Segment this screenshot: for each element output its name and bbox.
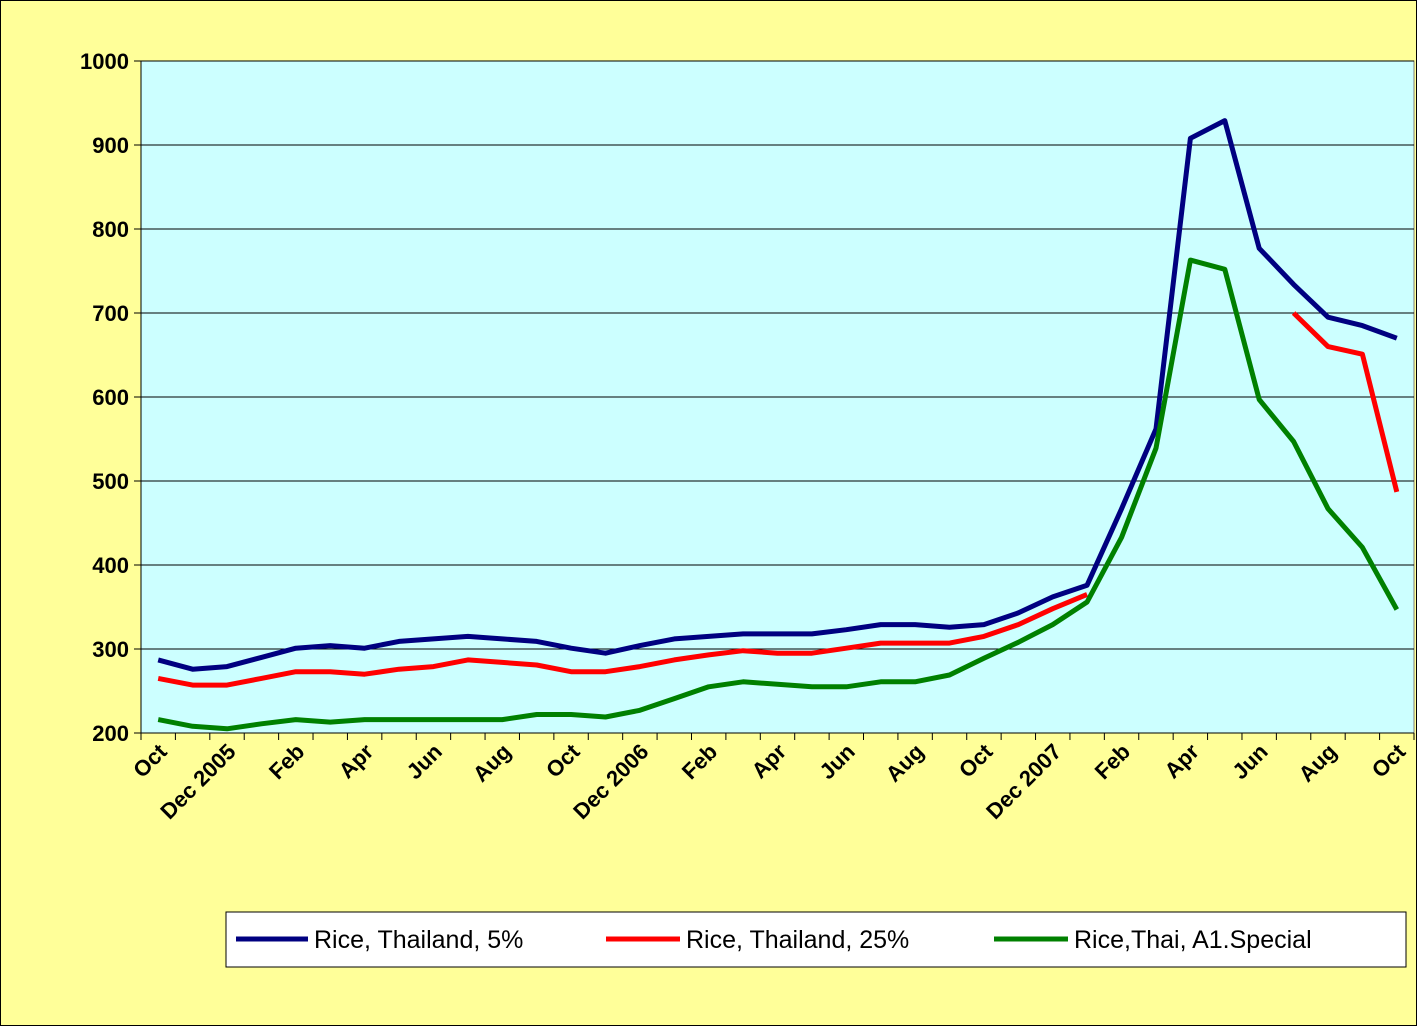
y-tick-label-400: 400 <box>92 553 129 578</box>
x-tick-label: Dec 2005 <box>155 739 240 824</box>
x-tick-label: Apr <box>1159 739 1204 784</box>
legend-label-series-2: Rice, Thailand, 25% <box>686 926 909 954</box>
x-tick-label: Feb <box>677 739 722 784</box>
x-tick-label: Dec 2006 <box>568 739 653 824</box>
x-tick-label: Feb <box>264 739 309 784</box>
x-tick-label: Aug <box>1294 739 1342 787</box>
x-tick-label: Oct <box>541 738 585 782</box>
y-tick-label-300: 300 <box>92 637 129 662</box>
y-tick-label-500: 500 <box>92 469 129 494</box>
legend-label-series-3: Rice,Thai, A1.Special <box>1074 926 1312 954</box>
legend-box <box>225 911 1407 968</box>
x-tick-label: Feb <box>1090 739 1135 784</box>
y-tick-label-600: 600 <box>92 385 129 410</box>
x-tick-label: Apr <box>334 739 379 784</box>
x-tick-label: Oct <box>954 738 998 782</box>
legend-label-series-1: Rice, Thailand, 5% <box>314 926 523 954</box>
y-tick-label-700: 700 <box>92 301 129 326</box>
x-tick-label: Oct <box>128 738 172 782</box>
legend: Rice, Thailand, 5% Rice, Thailand, 25% R… <box>225 911 1407 968</box>
series-line-1 <box>157 118 1398 672</box>
x-tick-label: Oct <box>1367 738 1411 782</box>
x-tick-label: Aug <box>881 739 929 787</box>
x-tick-label: Jun <box>402 739 447 784</box>
y-tick-label-800: 800 <box>92 217 129 242</box>
x-tick-label: Jun <box>1227 739 1272 784</box>
x-tick-label: Jun <box>815 739 860 784</box>
x-tick-label: Aug <box>468 739 516 787</box>
y-axis-ticks: 200 300 400 500 600 700 800 900 1000 <box>80 49 141 746</box>
series-line-3 <box>157 257 1399 732</box>
x-tick-label: Dec 2007 <box>981 739 1066 824</box>
y-tick-label-900: 900 <box>92 133 129 158</box>
series-line-2 <box>157 311 1400 688</box>
y-tick-label-1000: 1000 <box>80 49 129 74</box>
series-lines <box>157 118 1400 732</box>
y-tick-label-200: 200 <box>92 721 129 746</box>
x-tick-label: Apr <box>747 739 792 784</box>
